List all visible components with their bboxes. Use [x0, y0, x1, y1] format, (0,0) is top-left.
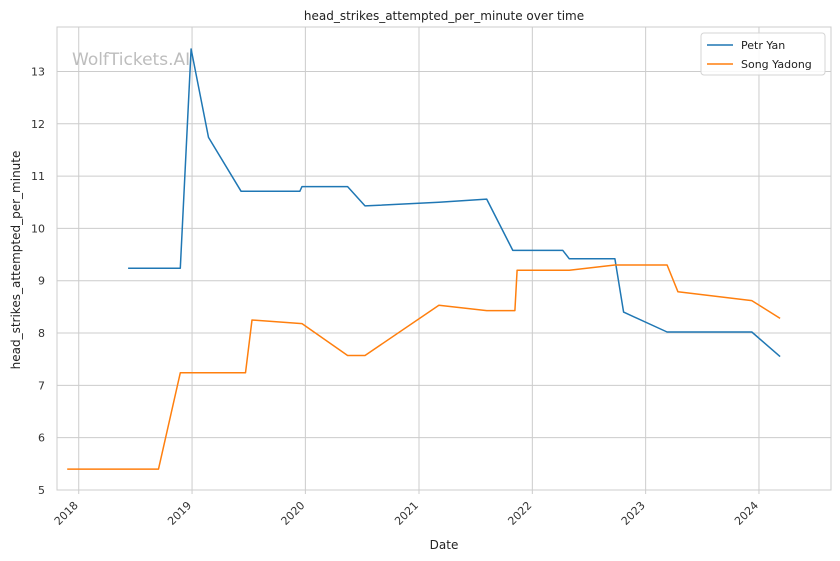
- y-tick-label: 11: [31, 170, 45, 183]
- y-tick-label: 13: [31, 65, 45, 78]
- x-tick-label: 2023: [619, 499, 648, 528]
- y-tick-labels: 5 6 7 8 9 10 11 12 13: [31, 65, 45, 497]
- axes: [56, 26, 832, 494]
- y-tick-label: 12: [31, 118, 45, 131]
- x-tick-label: 2018: [52, 499, 81, 528]
- x-axis-label: Date: [430, 538, 459, 552]
- y-tick-label: 7: [38, 379, 45, 392]
- grid: [57, 27, 831, 491]
- chart-title: head_strikes_attempted_per_minute over t…: [304, 9, 584, 23]
- plot-frame: [56, 26, 832, 491]
- x-tick-label: 2022: [505, 499, 534, 528]
- y-tick-label: 6: [38, 432, 45, 445]
- y-tick-label: 8: [38, 327, 45, 340]
- series-line-song-yadong: [67, 264, 781, 470]
- x-tick-label: 2020: [279, 499, 308, 528]
- y-tick-label: 10: [31, 222, 45, 235]
- x-tick-labels: 2018 2019 2020 2021 2022 2023 2024: [52, 499, 761, 528]
- legend-label-petr-yan: Petr Yan: [741, 39, 785, 52]
- watermark: WolfTickets.AI: [72, 50, 190, 70]
- series-lines: [67, 48, 781, 470]
- y-axis-label: head_strikes_attempted_per_minute: [9, 151, 23, 370]
- y-tick-label: 5: [38, 484, 45, 497]
- legend: Petr Yan Song Yadong: [700, 32, 826, 76]
- x-tick-label: 2019: [165, 499, 194, 528]
- series-line-petr-yan: [128, 48, 781, 358]
- y-tick-label: 9: [38, 275, 45, 288]
- x-tick-label: 2024: [732, 499, 761, 528]
- legend-label-song-yadong: Song Yadong: [741, 58, 812, 71]
- x-tick-label: 2021: [392, 499, 421, 528]
